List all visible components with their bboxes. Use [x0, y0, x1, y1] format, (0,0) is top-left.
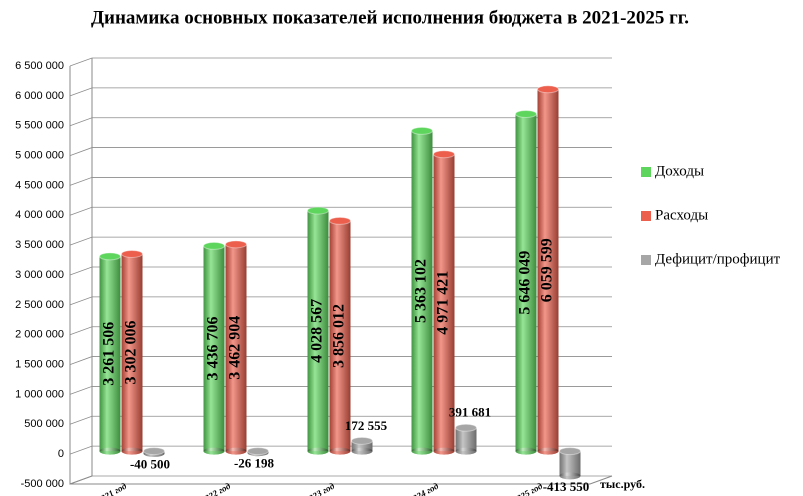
value-label: 6 059 599 [539, 238, 556, 302]
value-label: 3 462 904 [227, 316, 244, 380]
bar-shade [515, 113, 537, 452]
y-tick-label: 3 000 000 [15, 269, 64, 281]
bar-bottom [121, 447, 143, 455]
y-tick-label: 4 500 000 [15, 179, 64, 191]
bar-shade [225, 244, 247, 452]
y-tick-label: 1 000 000 [15, 388, 64, 400]
value-label: 5 363 102 [413, 259, 430, 323]
y-tick-label: 5 500 000 [15, 120, 64, 132]
bar-bottom [351, 447, 373, 455]
bar-cap [247, 447, 269, 456]
bar-bottom [515, 447, 537, 455]
bar-cap [515, 109, 537, 118]
value-label: 4 028 567 [309, 299, 326, 363]
bar-shade [351, 440, 373, 452]
y-tick-label: 1 500 000 [15, 358, 64, 370]
bar-cap [225, 240, 247, 249]
value-label: -26 198 [234, 456, 275, 471]
bar-shade [99, 256, 121, 452]
value-label: -40 500 [130, 457, 170, 472]
legend-label: Доходы [655, 163, 704, 179]
bar-shade [559, 451, 581, 476]
bar-shade [307, 210, 329, 452]
y-tick-label: 500 000 [24, 418, 64, 430]
x-tick-label: 2025 год [510, 480, 544, 496]
value-label: 3 261 506 [101, 322, 118, 386]
grid-line [69, 57, 612, 67]
value-label: 3 302 006 [123, 321, 140, 385]
legend-swatch [641, 255, 651, 265]
bar-shade [433, 154, 455, 452]
y-tick-label: 6 000 000 [15, 90, 64, 102]
x-tick-label: 2023 год [302, 480, 336, 496]
bar-bottom [307, 447, 329, 455]
bar-cap [433, 150, 455, 159]
y-tick-label: 3 500 000 [15, 239, 64, 251]
grid-line [69, 117, 612, 127]
unit-label: тыс.руб. [600, 477, 645, 491]
bar-shade [203, 245, 225, 452]
value-label: 3 856 012 [331, 304, 348, 368]
y-tick-label: 5 000 000 [15, 149, 64, 161]
bar-bottom [225, 447, 247, 455]
bar-bottom [433, 447, 455, 455]
bar-cap [99, 252, 121, 261]
bar-bottom [329, 447, 351, 455]
grid-line [69, 87, 612, 97]
bar-bottom [99, 447, 121, 455]
chart-title: Динамика основных показателей исполнения… [91, 7, 689, 28]
bar-shade [329, 220, 351, 452]
value-label: 4 971 421 [435, 271, 452, 335]
x-tick-label: 2022 год [198, 480, 232, 496]
bar-shade [455, 427, 477, 452]
x-tick-label: 2021 год [94, 480, 128, 496]
bar-cap [329, 216, 351, 225]
floor [70, 475, 613, 485]
legend-label: Расходы [655, 207, 708, 223]
bar-cap [203, 241, 225, 250]
bar-shade [537, 89, 559, 452]
bar-cap [121, 249, 143, 258]
bar-bottom [537, 447, 559, 455]
bar-cap [351, 436, 373, 445]
bar-bottom [411, 447, 433, 455]
value-label: 391 681 [449, 405, 491, 420]
y-tick-label: 2 500 000 [15, 299, 64, 311]
grid-line [69, 147, 612, 156]
x-tick-label: 2024 год [406, 480, 440, 496]
bar-cap [455, 423, 477, 432]
bar-cap [537, 85, 559, 94]
legend-label: Дефицит/профицит [655, 251, 781, 267]
y-tick-label: 6 500 000 [15, 60, 64, 72]
bar-shade [121, 253, 143, 452]
legend-swatch [641, 167, 651, 177]
bar-cap [411, 126, 433, 135]
bar-shade [411, 130, 433, 452]
y-tick-label: 2 000 000 [15, 329, 64, 341]
bar-bottom [559, 472, 581, 480]
bar-cap [307, 206, 329, 215]
bar-cap [143, 447, 165, 456]
y-tick-label: 4 000 000 [15, 209, 64, 221]
value-label: -413 550 [543, 479, 590, 494]
value-label: 172 555 [345, 418, 388, 433]
value-label: 3 436 706 [205, 317, 222, 381]
legend-swatch [641, 211, 651, 221]
grid-line [69, 475, 612, 485]
bar-cap [559, 447, 581, 456]
bar-bottom [203, 447, 225, 455]
bar-bottom [455, 447, 477, 455]
y-tick-label: -500 000 [21, 478, 64, 490]
value-label: 5 646 049 [517, 251, 534, 315]
y-tick-label: 0 [58, 448, 64, 460]
